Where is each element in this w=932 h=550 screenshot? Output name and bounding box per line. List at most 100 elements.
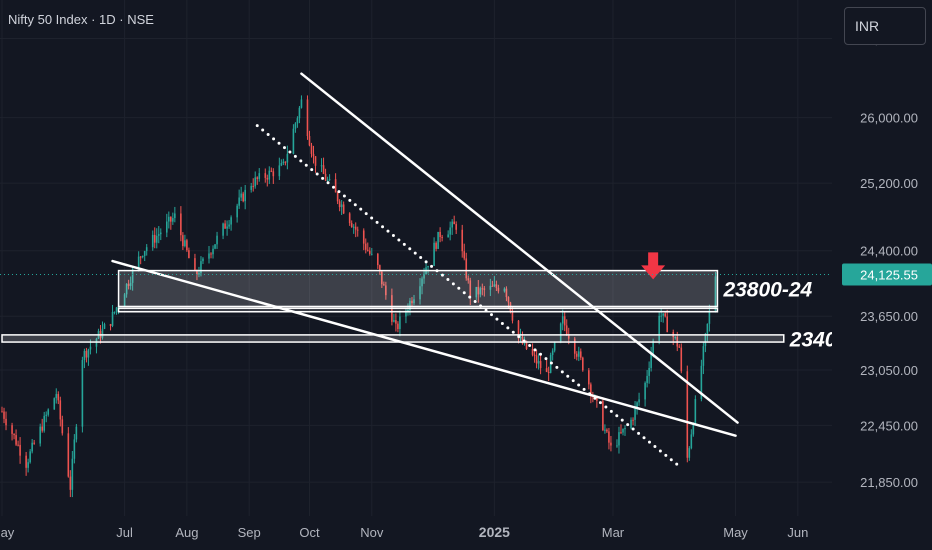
candle-body (278, 165, 281, 177)
candle-body (123, 294, 126, 307)
candle-body (226, 226, 228, 229)
candle-body (505, 288, 508, 298)
support-zone (117, 307, 719, 313)
candle-body (264, 173, 267, 178)
candle-body (421, 278, 423, 287)
candle-body (166, 221, 168, 233)
candle-body (706, 323, 709, 334)
candle-body (25, 455, 27, 468)
candle-body (348, 213, 351, 224)
candle-body (590, 384, 592, 396)
candle-body (103, 324, 106, 329)
candle-body (535, 355, 538, 364)
candle-body (159, 232, 162, 235)
candle-body (551, 350, 554, 355)
candle-body (5, 418, 7, 426)
candle-body (465, 258, 468, 279)
candle-body (31, 442, 33, 452)
candle-body (250, 185, 253, 190)
candle-body (33, 442, 35, 444)
currency-button[interactable]: INR (844, 7, 926, 45)
y-tick-label: 25,200.00 (860, 176, 918, 191)
candle-body (324, 173, 327, 181)
candle-body (15, 435, 17, 445)
candle-body (294, 123, 297, 129)
candle-body (244, 189, 246, 202)
candle-body (41, 426, 44, 431)
candle-body (519, 336, 522, 339)
candle-body (168, 216, 170, 222)
candle-body (521, 336, 524, 344)
grid (0, 0, 832, 516)
candle-body (280, 162, 283, 166)
candle-body (399, 316, 401, 329)
candle-body (678, 346, 681, 348)
candle-body (224, 223, 226, 229)
candle-body (461, 229, 464, 252)
candle-body (503, 288, 506, 292)
candle-body (553, 342, 556, 351)
candle-body (469, 280, 472, 298)
candle-body (366, 249, 369, 251)
candle-body (180, 213, 182, 236)
candle-body (137, 256, 140, 270)
candle-body (109, 324, 112, 326)
candle-body (3, 411, 5, 419)
candle-body (495, 284, 498, 288)
candle-body (449, 227, 451, 235)
candle-body (139, 256, 142, 258)
candle-body (662, 313, 664, 316)
candle-body (708, 310, 711, 324)
candle-body (334, 179, 337, 193)
candle-body (350, 223, 353, 228)
trendline (300, 72, 739, 424)
candle-body (258, 173, 261, 179)
trendline (255, 124, 683, 470)
candle-body (407, 310, 409, 312)
candle-body (336, 192, 339, 202)
candle-body (604, 429, 606, 431)
candle-body (155, 235, 158, 243)
last-price-label: 24,125.55 (860, 267, 918, 282)
candle-body (87, 349, 90, 358)
candle-body (395, 320, 397, 324)
candle-body (666, 316, 669, 333)
candle-body (170, 216, 172, 222)
candle-body (644, 382, 646, 400)
x-tick-label: Sep (238, 525, 261, 540)
candle-body (559, 323, 562, 343)
candle-body (202, 258, 204, 262)
candle-body (467, 278, 470, 281)
candle-body (680, 347, 683, 372)
candle-body (186, 240, 188, 251)
candle-body (704, 333, 707, 347)
candle-body (385, 285, 387, 296)
candle-body (89, 346, 92, 350)
candle-body (517, 320, 520, 339)
candle-body (73, 439, 76, 459)
candle-body (188, 250, 190, 259)
candle-body (75, 426, 78, 440)
candle-body (370, 253, 373, 255)
candle-body (328, 179, 331, 181)
candle-body (700, 365, 703, 399)
candle-body (507, 297, 510, 303)
candle-body (702, 346, 705, 366)
candle-body (489, 285, 492, 290)
x-tick-label: 2025 (479, 524, 510, 540)
candle-body (306, 99, 309, 137)
x-tick-label: Mar (602, 525, 625, 540)
candle-body (660, 315, 662, 317)
candle-body (310, 145, 313, 154)
candle-body (81, 360, 84, 427)
candle-body (364, 243, 367, 250)
candle-body (282, 161, 285, 163)
candle-body (53, 398, 56, 410)
candle-body (413, 299, 415, 304)
candle-body (127, 283, 130, 286)
candle-body (342, 204, 345, 214)
candle-body (59, 400, 62, 420)
candle-body (252, 185, 255, 187)
